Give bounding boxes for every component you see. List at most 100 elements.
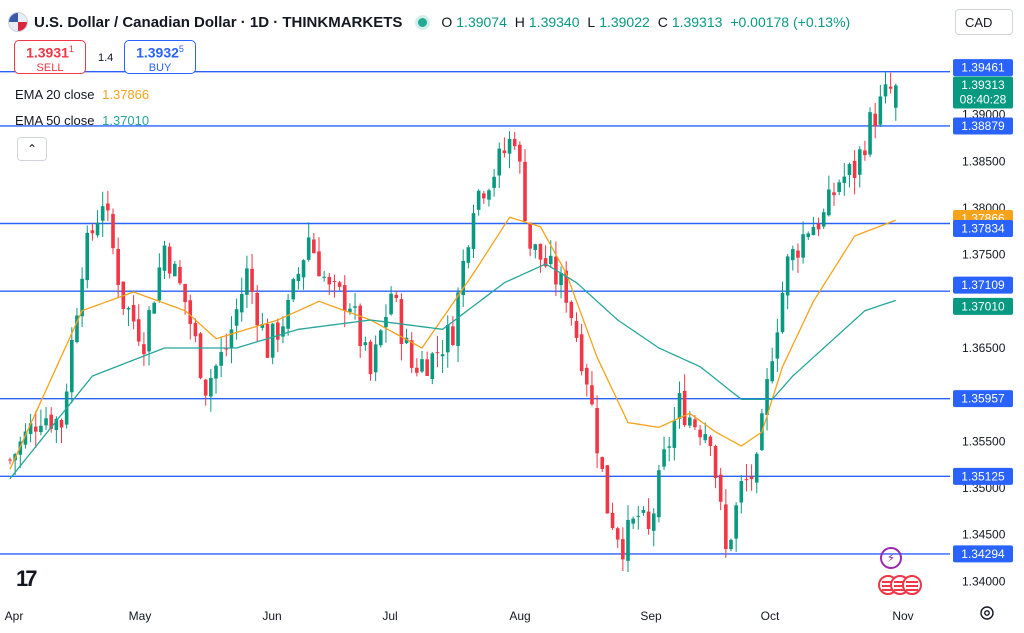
candle[interactable]	[239, 277, 244, 322]
candle[interactable]	[677, 381, 682, 429]
candle[interactable]	[70, 327, 74, 404]
candle[interactable]	[147, 306, 151, 366]
candle[interactable]	[610, 502, 615, 531]
candle[interactable]	[33, 410, 38, 448]
candle[interactable]	[615, 526, 620, 548]
candle[interactable]	[878, 84, 883, 127]
candle[interactable]	[785, 254, 790, 310]
candle[interactable]	[389, 286, 393, 316]
candle[interactable]	[49, 407, 53, 433]
candle[interactable]	[281, 316, 285, 344]
candle[interactable]	[749, 464, 754, 491]
candle[interactable]	[435, 336, 440, 368]
candle[interactable]	[868, 107, 872, 158]
candle[interactable]	[399, 293, 404, 361]
candle[interactable]	[368, 339, 373, 381]
candle[interactable]	[245, 255, 249, 308]
candle[interactable]	[312, 232, 316, 254]
candle[interactable]	[162, 240, 167, 280]
candle[interactable]	[250, 253, 254, 305]
candle[interactable]	[260, 312, 265, 331]
candle[interactable]	[796, 243, 800, 273]
candle[interactable]	[306, 222, 311, 262]
candle[interactable]	[816, 217, 821, 237]
candle[interactable]	[791, 245, 795, 271]
candle[interactable]	[100, 191, 105, 237]
candle[interactable]	[404, 328, 409, 345]
candle[interactable]	[842, 163, 847, 196]
candle[interactable]	[317, 237, 321, 277]
candle[interactable]	[198, 332, 203, 380]
candle[interactable]	[600, 456, 605, 473]
candle[interactable]	[466, 245, 471, 269]
collapse-legend-button[interactable]: ⌃	[17, 137, 47, 161]
candle[interactable]	[39, 409, 43, 436]
candle[interactable]	[512, 131, 517, 150]
candle[interactable]	[445, 315, 450, 368]
candle[interactable]	[173, 261, 177, 277]
ema20-line[interactable]	[9, 216, 897, 470]
candle[interactable]	[863, 140, 867, 161]
candle[interactable]	[209, 368, 213, 412]
candle[interactable]	[806, 231, 811, 241]
candle[interactable]	[770, 347, 774, 384]
candle[interactable]	[126, 306, 131, 327]
buy-button[interactable]: 1.39325 BUY	[124, 40, 196, 74]
candle[interactable]	[111, 208, 115, 255]
candle[interactable]	[142, 332, 146, 366]
candle[interactable]	[883, 70, 888, 104]
candle[interactable]	[585, 363, 589, 397]
candle[interactable]	[152, 301, 156, 314]
candle[interactable]	[631, 516, 635, 530]
candle[interactable]	[131, 295, 136, 330]
candle[interactable]	[729, 538, 733, 552]
settings-icon[interactable]	[979, 605, 995, 621]
candle[interactable]	[574, 312, 579, 342]
candle[interactable]	[18, 436, 23, 468]
candle[interactable]	[255, 285, 259, 342]
candle[interactable]	[847, 162, 852, 188]
candle[interactable]	[595, 395, 599, 468]
candle[interactable]	[363, 336, 368, 351]
candle[interactable]	[420, 350, 424, 374]
candle[interactable]	[888, 72, 893, 94]
candle[interactable]	[821, 208, 826, 230]
candle[interactable]	[270, 323, 275, 365]
ema20-legend[interactable]: EMA 20 close 1.37866	[15, 87, 150, 102]
candle[interactable]	[136, 304, 141, 347]
candle[interactable]	[775, 318, 780, 373]
candle[interactable]	[59, 418, 64, 444]
candle[interactable]	[384, 304, 388, 343]
candle[interactable]	[157, 253, 162, 303]
candle[interactable]	[682, 374, 687, 428]
candle[interactable]	[636, 506, 641, 530]
candle[interactable]	[502, 137, 507, 158]
candle[interactable]	[430, 351, 435, 385]
candle[interactable]	[301, 259, 306, 290]
candle[interactable]	[373, 335, 378, 382]
candle[interactable]	[894, 83, 898, 121]
candle[interactable]	[641, 506, 646, 516]
candle[interactable]	[296, 267, 301, 290]
candle[interactable]	[734, 502, 738, 552]
candle[interactable]	[626, 505, 630, 573]
economic-events-icon[interactable]	[878, 575, 926, 597]
candle[interactable]	[646, 498, 651, 535]
candle[interactable]	[538, 243, 543, 273]
candle[interactable]	[487, 188, 491, 207]
candle[interactable]	[590, 371, 594, 406]
candle[interactable]	[80, 267, 84, 328]
candle[interactable]	[754, 452, 759, 494]
candle[interactable]	[832, 182, 836, 206]
candle[interactable]	[456, 287, 460, 362]
candle[interactable]	[852, 150, 857, 195]
candle[interactable]	[718, 467, 723, 511]
candle[interactable]	[379, 328, 383, 348]
candle[interactable]	[234, 298, 239, 340]
candle[interactable]	[342, 275, 347, 328]
candle[interactable]	[178, 260, 182, 286]
candle[interactable]	[559, 266, 563, 299]
currency-button[interactable]: CAD	[955, 9, 1013, 35]
candle[interactable]	[523, 149, 527, 223]
